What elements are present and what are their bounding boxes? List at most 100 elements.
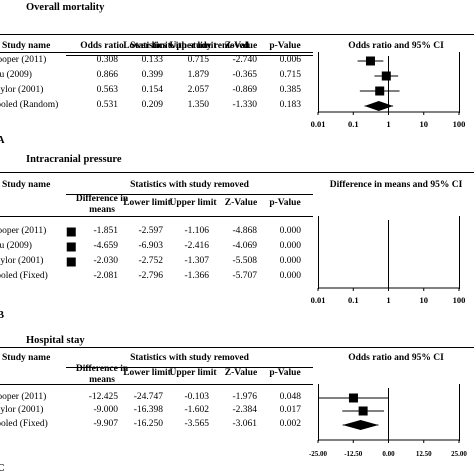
x-tick-label: 0.00 [382, 450, 395, 458]
plot-frame-left [318, 216, 319, 289]
x-tick-label: 25.00 [451, 450, 467, 458]
value-cell: -9.000 [93, 405, 118, 415]
study-name-cell: Taylor (2001) [0, 256, 44, 266]
value-cell: -9.907 [93, 419, 118, 429]
column-header: Odds ratio [80, 41, 124, 51]
x-tick-label: 0.01 [311, 119, 326, 129]
value-cell: 0.308 [96, 55, 118, 65]
column-header: p-Value [269, 368, 301, 378]
column-header: Upper limit [169, 41, 217, 51]
column-header: Z-Value [224, 198, 258, 208]
study-name-cell: Pooled (Random) [0, 100, 59, 110]
group-header-rule [66, 367, 313, 368]
value-cell: 0.000 [279, 271, 301, 281]
column-header: Difference in means [75, 364, 129, 385]
x-tick-label: 1 [386, 119, 390, 129]
statistics-group-header: Statistics with study removed [130, 180, 249, 190]
plot-frame-left [318, 52, 319, 113]
value-cell: -5.508 [232, 256, 257, 266]
value-cell: -4.659 [93, 241, 118, 251]
header-top-rule [0, 347, 474, 348]
panel-letter: C [0, 463, 5, 474]
value-cell: 2.057 [187, 85, 209, 95]
value-cell: -16.250 [133, 419, 163, 429]
value-cell: 1.879 [187, 70, 209, 80]
statistics-group-header: Statistics with study removed [130, 353, 249, 363]
value-cell: -2.384 [232, 405, 257, 415]
study-column-header: Study name [2, 41, 51, 51]
study-name-cell: Cooper (2011) [0, 55, 47, 65]
x-tick-label: 100 [453, 119, 466, 129]
value-cell: 0.017 [279, 405, 301, 415]
study-name-cell: Liu (2009) [0, 70, 32, 80]
value-cell: -2.796 [138, 271, 163, 281]
x-tick-label: 10 [420, 119, 429, 129]
value-cell: -2.597 [138, 226, 163, 236]
value-cell: -0.869 [232, 85, 257, 95]
group-header-rule [66, 55, 313, 56]
study-column-header: Study name [2, 353, 51, 363]
value-cell: -3.061 [232, 419, 257, 429]
value-cell: 0.000 [279, 256, 301, 266]
x-tick-label: 10 [420, 295, 429, 305]
pooled-effect-diamond [342, 420, 379, 430]
panel-letter: A [0, 135, 5, 146]
value-cell: -3.565 [184, 419, 209, 429]
value-cell: 0.715 [279, 70, 301, 80]
value-cell: 0.563 [96, 85, 118, 95]
x-tick-label: 100 [453, 295, 466, 305]
study-effect-square [358, 406, 368, 416]
x-tick-label: -12.50 [344, 450, 363, 458]
column-header: Z-Value [224, 41, 258, 51]
study-name-cell: Pooled (Fixed) [0, 419, 48, 429]
study-name-cell: Cooper (2011) [0, 392, 47, 402]
value-cell: 0.133 [141, 55, 163, 65]
column-header: Upper limit [169, 368, 217, 378]
value-cell: -1.366 [184, 271, 209, 281]
plot-frame-right [459, 216, 460, 289]
study-effect-square [375, 86, 385, 96]
x-tick-label: 0.1 [348, 295, 359, 305]
study-effect-square [381, 71, 391, 81]
value-cell: -1.106 [184, 226, 209, 236]
column-header: Lower limit [123, 368, 171, 378]
value-cell: 1.350 [187, 100, 209, 110]
value-cell: -1.976 [232, 392, 257, 402]
plot-frame-right [459, 52, 460, 113]
header-bottom-rule [0, 384, 313, 385]
header-bottom-rule [0, 52, 313, 53]
value-cell: 0.006 [279, 55, 301, 65]
header-top-rule [0, 34, 474, 35]
value-cell: -0.103 [184, 392, 209, 402]
column-header: Upper limit [169, 198, 217, 208]
value-cell: 0.000 [279, 241, 301, 251]
value-cell: 0.866 [96, 70, 118, 80]
study-name-cell: Taylor (2001) [0, 405, 44, 415]
x-tick-label: 12.50 [416, 450, 432, 458]
study-name-cell: Cooper (2011) [0, 226, 47, 236]
column-header: Lower limit [123, 198, 171, 208]
plot-frame-right [459, 384, 460, 441]
value-cell: -24.747 [133, 392, 163, 402]
value-cell: -6.903 [138, 241, 163, 251]
value-cell: 0.385 [279, 85, 301, 95]
value-cell: -0.365 [232, 70, 257, 80]
x-tick-label: 1 [386, 295, 390, 305]
value-cell: 0.209 [141, 100, 163, 110]
value-cell: -16.398 [133, 405, 163, 415]
panel-title: Overall mortality [26, 2, 105, 13]
value-cell: -2.081 [93, 271, 118, 281]
header-bottom-rule [0, 216, 313, 217]
value-cell: 0.715 [187, 55, 209, 65]
value-cell: -2.740 [232, 55, 257, 65]
column-header: Difference in means [75, 194, 129, 215]
plot-header: Odds ratio and 95% CI [348, 41, 444, 51]
value-cell: -5.707 [232, 271, 257, 281]
header-top-rule [0, 172, 474, 173]
study-effect-square [365, 56, 375, 66]
plot-header: Difference in means and 95% CI [329, 180, 463, 190]
value-cell: -1.851 [93, 226, 118, 236]
